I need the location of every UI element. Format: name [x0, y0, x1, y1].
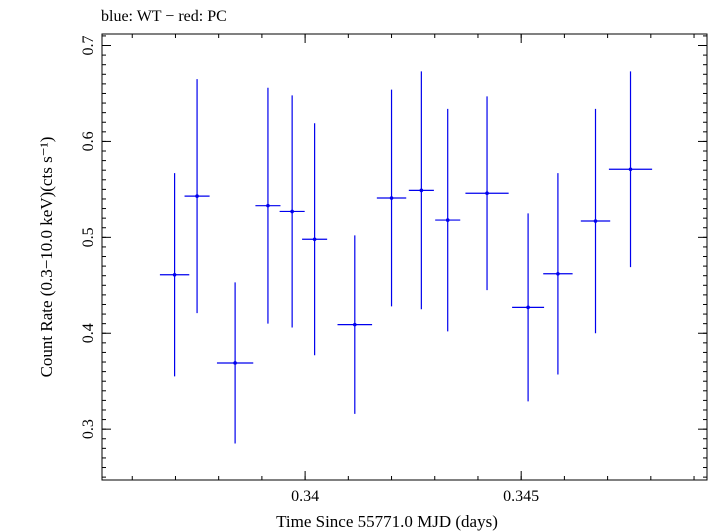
data-point [593, 219, 598, 223]
data-point [172, 272, 177, 277]
data-point [389, 196, 394, 200]
data-point [195, 194, 199, 198]
data-point [312, 237, 317, 242]
data-point [556, 271, 560, 276]
data-point [628, 167, 633, 172]
data-point [419, 188, 424, 193]
x-axis-label: Time Since 55771.0 MJD (days) [276, 512, 498, 531]
y-tick-label: 0.5 [80, 227, 97, 247]
data-point [290, 209, 294, 214]
y-tick-label: 0.4 [80, 323, 97, 343]
x-tick-label: 0.34 [291, 488, 319, 505]
axis-tick-labels: 0.34 0.345 0.3 0.4 0.5 0.6 0.7 [80, 36, 539, 505]
y-tick-label: 0.3 [80, 419, 97, 439]
x-tick-label: 0.345 [503, 488, 539, 505]
data-point [485, 191, 489, 196]
axis-ticks [102, 34, 707, 480]
data-points [159, 71, 653, 444]
y-axis-label: Count Rate (0.3−10.0 keV)(cts s⁻¹) [37, 137, 56, 378]
data-point [526, 305, 530, 310]
data-point [445, 218, 450, 222]
y-tick-label: 0.6 [80, 131, 97, 151]
data-point [266, 203, 270, 208]
chart-legend-text: blue: WT − red: PC [101, 8, 227, 25]
plot-frame [101, 33, 708, 481]
data-point [233, 361, 237, 365]
y-tick-label: 0.7 [80, 36, 97, 56]
data-point [353, 322, 357, 327]
